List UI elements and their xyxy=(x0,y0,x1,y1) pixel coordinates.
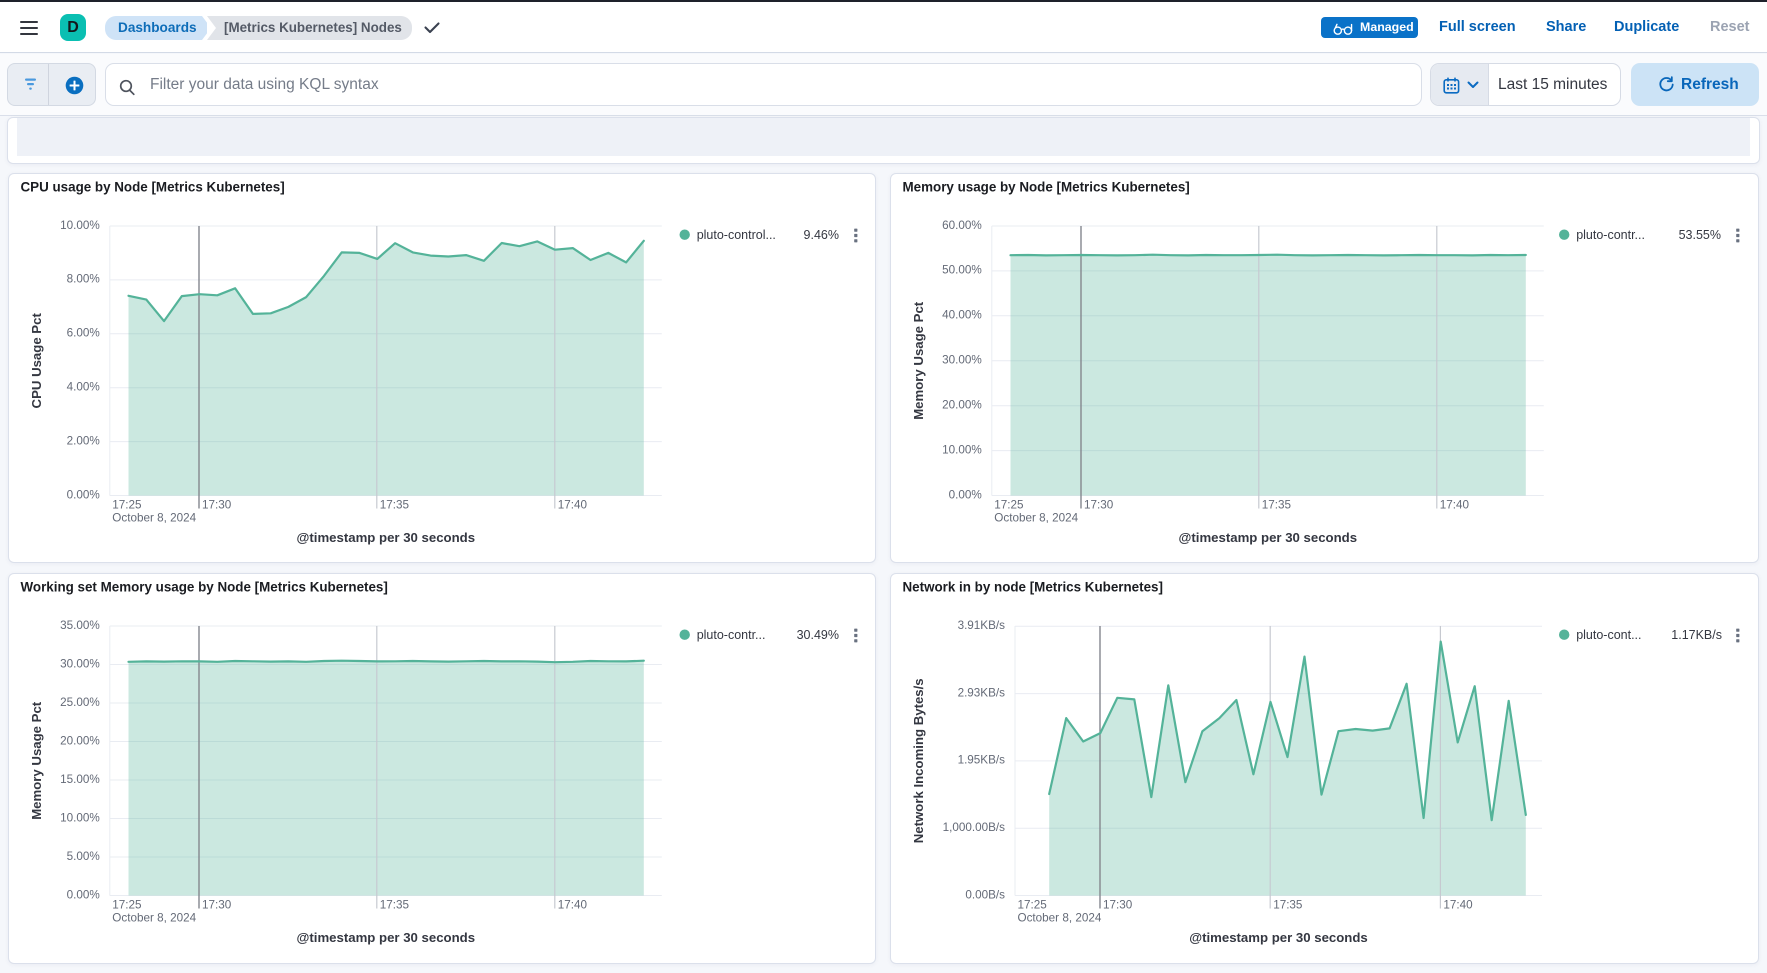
svg-text:17:25: 17:25 xyxy=(112,899,142,912)
svg-text:4.00%: 4.00% xyxy=(67,381,100,394)
svg-text:0.00%: 0.00% xyxy=(949,488,982,501)
svg-text:17:25: 17:25 xyxy=(112,499,142,512)
svg-text:Network in by node [Metrics Ku: Network in by node [Metrics Kubernetes] xyxy=(903,580,1163,595)
svg-text:17:40: 17:40 xyxy=(1443,899,1473,912)
svg-text:0.00%: 0.00% xyxy=(67,488,100,501)
svg-text:Working set Memory usage by No: Working set Memory usage by Node [Metric… xyxy=(21,580,388,595)
svg-text:35.00%: 35.00% xyxy=(60,619,100,632)
svg-text:17:35: 17:35 xyxy=(380,499,410,512)
svg-text:Network Incoming Bytes/s: Network Incoming Bytes/s xyxy=(911,678,926,843)
svg-text:17:25: 17:25 xyxy=(1018,899,1048,912)
svg-text:pluto-contr...: pluto-contr... xyxy=(697,628,766,642)
svg-text:@timestamp per 30 seconds: @timestamp per 30 seconds xyxy=(297,930,476,945)
svg-text:Memory Usage Pct: Memory Usage Pct xyxy=(911,301,926,420)
svg-text:October 8, 2024: October 8, 2024 xyxy=(994,512,1078,525)
svg-text:1.95KB/s: 1.95KB/s xyxy=(958,754,1006,767)
svg-text:1,000.00B/s: 1,000.00B/s xyxy=(943,821,1006,834)
svg-text:17:30: 17:30 xyxy=(202,899,232,912)
svg-text:Memory usage by Node [Metrics: Memory usage by Node [Metrics Kubernetes… xyxy=(903,180,1190,195)
svg-text:40.00%: 40.00% xyxy=(942,309,982,322)
svg-text:0.00%: 0.00% xyxy=(67,888,100,901)
svg-text:pluto-contr...: pluto-contr... xyxy=(1576,228,1645,242)
svg-text:10.00%: 10.00% xyxy=(942,443,982,456)
svg-text:17:30: 17:30 xyxy=(1084,499,1114,512)
svg-text:Memory Usage Pct: Memory Usage Pct xyxy=(29,701,44,820)
svg-text:10.00%: 10.00% xyxy=(60,219,100,232)
svg-text:17:25: 17:25 xyxy=(994,499,1024,512)
svg-text:@timestamp per 30 seconds: @timestamp per 30 seconds xyxy=(1179,530,1358,545)
svg-text:17:35: 17:35 xyxy=(380,899,410,912)
svg-text:pluto-cont...: pluto-cont... xyxy=(1576,628,1641,642)
svg-text:2.93KB/s: 2.93KB/s xyxy=(958,686,1006,699)
svg-text:60.00%: 60.00% xyxy=(942,219,982,232)
svg-text:30.00%: 30.00% xyxy=(942,354,982,367)
svg-text:CPU Usage Pct: CPU Usage Pct xyxy=(29,313,44,409)
svg-text:October 8, 2024: October 8, 2024 xyxy=(1018,912,1102,925)
svg-text:30.49%: 30.49% xyxy=(797,628,839,642)
svg-text:October 8, 2024: October 8, 2024 xyxy=(112,512,196,525)
svg-text:6.00%: 6.00% xyxy=(67,327,100,340)
svg-text:5.00%: 5.00% xyxy=(67,850,100,863)
svg-text:0.00B/s: 0.00B/s xyxy=(965,888,1005,901)
svg-text:50.00%: 50.00% xyxy=(942,264,982,277)
svg-text:17:35: 17:35 xyxy=(1273,899,1303,912)
svg-text:1.17KB/s: 1.17KB/s xyxy=(1671,628,1722,642)
svg-text:17:30: 17:30 xyxy=(202,499,232,512)
svg-text:17:30: 17:30 xyxy=(1103,899,1133,912)
svg-text:30.00%: 30.00% xyxy=(60,657,100,670)
svg-text:9.46%: 9.46% xyxy=(804,228,839,242)
svg-text:@timestamp per 30 seconds: @timestamp per 30 seconds xyxy=(297,530,476,545)
svg-text:10.00%: 10.00% xyxy=(60,811,100,824)
svg-text:8.00%: 8.00% xyxy=(67,273,100,286)
svg-text:17:40: 17:40 xyxy=(558,499,588,512)
svg-text:October 8, 2024: October 8, 2024 xyxy=(112,912,196,925)
svg-text:@timestamp per 30 seconds: @timestamp per 30 seconds xyxy=(1189,930,1368,945)
svg-text:3.91KB/s: 3.91KB/s xyxy=(958,619,1006,632)
svg-text:15.00%: 15.00% xyxy=(60,773,100,786)
svg-text:25.00%: 25.00% xyxy=(60,696,100,709)
svg-text:CPU usage by Node [Metrics Kub: CPU usage by Node [Metrics Kubernetes] xyxy=(21,180,285,195)
svg-text:20.00%: 20.00% xyxy=(60,734,100,747)
svg-text:17:35: 17:35 xyxy=(1262,499,1292,512)
svg-text:17:40: 17:40 xyxy=(1440,499,1470,512)
svg-text:17:40: 17:40 xyxy=(558,899,588,912)
svg-text:53.55%: 53.55% xyxy=(1679,228,1721,242)
svg-text:2.00%: 2.00% xyxy=(67,434,100,447)
svg-text:20.00%: 20.00% xyxy=(942,399,982,412)
svg-text:pluto-control...: pluto-control... xyxy=(697,228,776,242)
